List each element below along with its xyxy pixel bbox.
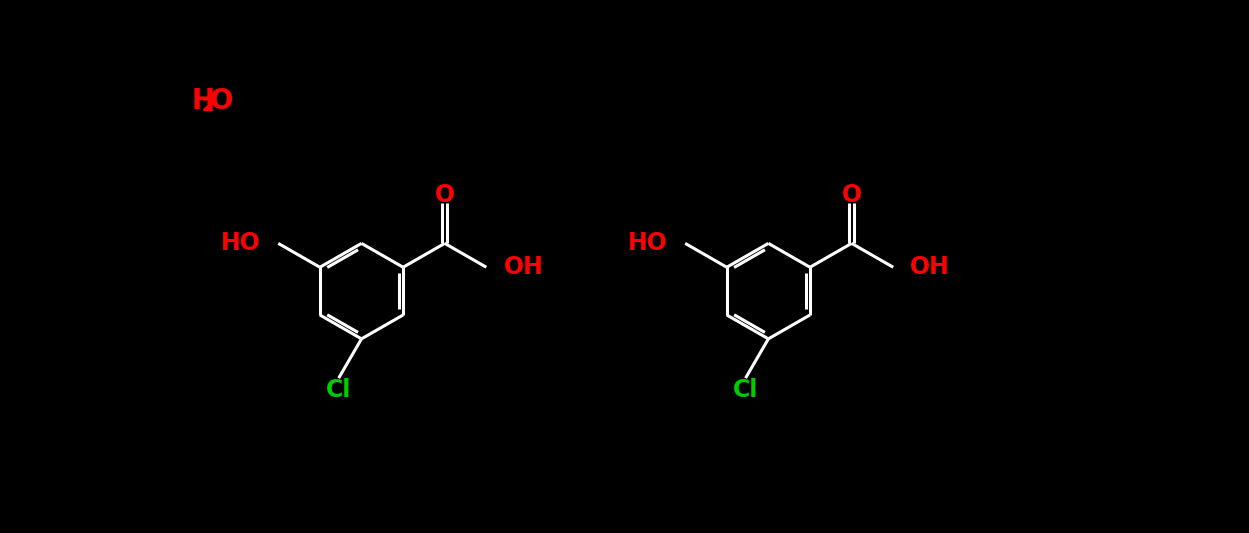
Text: Cl: Cl xyxy=(733,378,758,402)
Text: HO: HO xyxy=(628,231,668,255)
Text: O: O xyxy=(435,183,455,207)
Text: 2: 2 xyxy=(202,98,215,115)
Text: Cl: Cl xyxy=(326,378,351,402)
Text: HO: HO xyxy=(221,231,261,255)
Text: H: H xyxy=(191,87,214,115)
Text: O: O xyxy=(210,87,234,115)
Text: OH: OH xyxy=(503,255,543,279)
Text: O: O xyxy=(842,183,862,207)
Text: OH: OH xyxy=(911,255,950,279)
